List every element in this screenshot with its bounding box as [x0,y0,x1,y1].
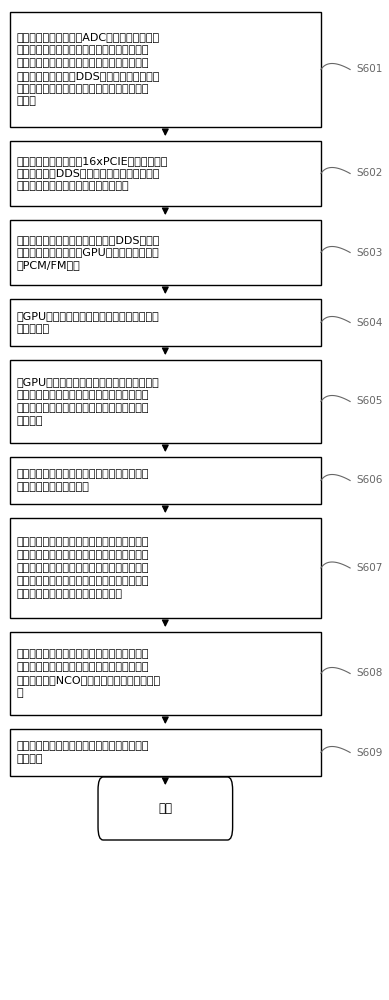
Text: 所述信号采集模块包括ADC模块和数据分发服
务中间件，在所述数据采集模块中，模拟数据
经过幅度调节后由模数转换模块进行采样；采
样后的数字信号利用DDS中间件进: 所述信号采集模块包括ADC模块和数据分发服 务中间件，在所述数据采集模块中，模拟… [17,32,160,106]
Text: 在所述系统控制模块的调度下，对DDS中间件
缓冲区内的数据分段，GPU按段订阅数据，获
取PCM/FM信号: 在所述系统控制模块的调度下，对DDS中间件 缓冲区内的数据分段，GPU按段订阅数… [17,235,160,270]
Text: S607: S607 [356,563,382,573]
Bar [10,12,321,127]
Text: S603: S603 [356,247,382,257]
Text: S608: S608 [356,668,382,678]
FancyBboxPatch shape [98,777,233,840]
Text: 结束: 结束 [158,802,172,815]
Bar [10,220,321,285]
Text: S604: S604 [356,318,382,328]
Text: 所述高速接口模块通过16xPCIE总线将采集到
的数据输入到DDS中间件的缓存区，并在系统
控制模块的调度下开始数据的循环缓存: 所述高速接口模块通过16xPCIE总线将采集到 的数据输入到DDS中间件的缓存区… [17,156,168,191]
Bar [10,632,321,715]
Text: S605: S605 [356,396,382,406]
Bar [10,729,321,776]
Text: S609: S609 [356,748,382,758]
Text: 各GPU利用数字控制振荡器产生的信号进行并
行下变频以降低频率，并根据估计的多普勒频
偏误差对该数字控制振荡器的信号作实时消除
误差处理: 各GPU利用数字控制振荡器产生的信号进行并 行下变频以降低频率，并根据估计的多普… [17,377,159,426]
Text: 根据鉴频运算得到的鉴频结果估计多普勒频偏
误差，并将此误差作为所述估计的多普勒频偏
误差，反馈给NCO，以供下次下变频运算时使
用: 根据鉴频运算得到的鉴频结果估计多普勒频偏 误差，并将此误差作为所述估计的多普勒频… [17,649,161,698]
Bar [10,518,321,618]
Text: S602: S602 [356,168,382,178]
Text: 对并行下变频后的数据进行并行时域滤波运算
，以消除高频信号的干扰: 对并行下变频后的数据进行并行时域滤波运算 ，以消除高频信号的干扰 [17,469,149,492]
Bar [10,457,321,504]
Text: S601: S601 [356,64,382,75]
Text: 基于解调数据接口要求对同步后的数据进行格
式化输出: 基于解调数据接口要求对同步后的数据进行格 式化输出 [17,741,149,764]
Bar [10,141,321,206]
Text: 将滤波后的数据进行并行叉积鉴频运算，鉴频
结果即为所需的调制信号；将得到的鉴频结果
分为两路，一路用于解调数据的输出，即对滤
波后的数据累加操作并执行帧同步后作: 将滤波后的数据进行并行叉积鉴频运算，鉴频 结果即为所需的调制信号；将得到的鉴频结… [17,537,149,599]
Bar [10,360,321,443]
Text: S606: S606 [356,475,382,485]
Text: 各GPU收到调度指令并获得数据后，将数据转
化为浮点数: 各GPU收到调度指令并获得数据后，将数据转 化为浮点数 [17,311,159,334]
Bar [10,299,321,346]
